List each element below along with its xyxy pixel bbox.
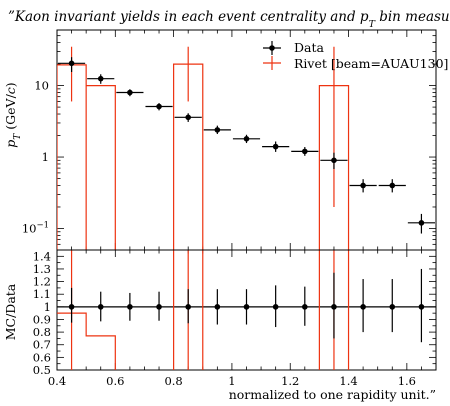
chart-title-pt-sub: T (369, 19, 376, 30)
y-tick-label-ratio: 1.2 (33, 275, 51, 289)
x-tick-label: 1.6 (398, 374, 416, 388)
data-point (389, 182, 396, 189)
ratio-data-point (302, 304, 308, 310)
mc-histogram (57, 63, 350, 250)
x-tick-label: 1 (228, 374, 235, 388)
main-panel: 10 1 10−1 (22, 29, 437, 251)
ratio-data-point (68, 304, 75, 310)
y-tick-label-main: 10 (34, 79, 49, 93)
y-tick-label-ratio: 1.4 (33, 249, 51, 263)
chart-title-prefix: ”Kaon invariant yields in each event cen… (8, 9, 360, 25)
x-tick-label: 1.2 (281, 374, 299, 388)
chart-title-pt: p (360, 9, 369, 25)
x-tick-label: 1.4 (339, 374, 357, 388)
y-tick-label-ratio: 1.3 (33, 262, 51, 276)
ratio-data-point (185, 304, 191, 310)
data-point (185, 114, 191, 121)
y-axis-label-ratio: MC/Data (3, 283, 18, 340)
main-plot-area (57, 46, 435, 250)
data-point (302, 148, 308, 155)
y-tick-label-main: 1 (42, 150, 49, 164)
chart-title-suffix: bin measure (375, 9, 450, 25)
ratio-data-point (127, 304, 133, 310)
ratio-data-point (389, 304, 396, 310)
x-tick-label: 0.8 (164, 374, 182, 388)
y-tick-label-ratio: 0.8 (33, 325, 51, 339)
ratio-data-point (360, 304, 366, 310)
y-tick-label-ratio: 1 (44, 300, 51, 314)
x-tick-label: 0.6 (106, 374, 124, 388)
legend-mc-label: Rivet [beam=AUAU130] [c (294, 56, 450, 71)
y-axis-label-main: pT (GeV/c) (3, 82, 23, 147)
y-tick-label-ratio: 0.9 (33, 312, 51, 326)
ratio-data-point (272, 304, 279, 310)
data-point (214, 127, 221, 133)
chart-title: ”Kaon invariant yields in each event cen… (8, 9, 450, 30)
data-point (331, 157, 337, 164)
data-point (360, 182, 366, 189)
ratio-data-point (418, 304, 425, 310)
ratio-plot-area (57, 250, 436, 370)
data-point (418, 220, 425, 226)
y-tick-label-ratio: 0.6 (33, 350, 51, 364)
data-point (156, 103, 162, 110)
data-point (68, 60, 75, 67)
ratio-data-point (97, 304, 104, 310)
ratio-data-point (243, 304, 250, 310)
y-tick-label-main: 10−1 (22, 220, 49, 235)
data-point (243, 136, 250, 142)
ratio-panel: 0.50.60.70.80.911.11.21.31.40.4 0.6 0.8 1 1.… (33, 249, 437, 388)
y-tick-label-ratio: 1.1 (33, 287, 51, 301)
ratio-data-point (214, 304, 221, 310)
x-tick-label: 0.4 (48, 374, 66, 388)
legend-data-marker (269, 45, 275, 51)
y-tick-label-ratio: 0.5 (33, 363, 51, 377)
data-point (272, 143, 279, 150)
y-tick-label-ratio: 0.7 (33, 338, 51, 352)
ratio-data-point (156, 304, 162, 310)
data-point (97, 75, 104, 82)
legend-data-label: Data (294, 40, 324, 55)
ratio-data-point (331, 304, 337, 310)
x-axis-label: normalized to one rapidity unit.” (229, 387, 436, 402)
data-point (127, 89, 133, 96)
mc-ratio-step (57, 312, 116, 370)
